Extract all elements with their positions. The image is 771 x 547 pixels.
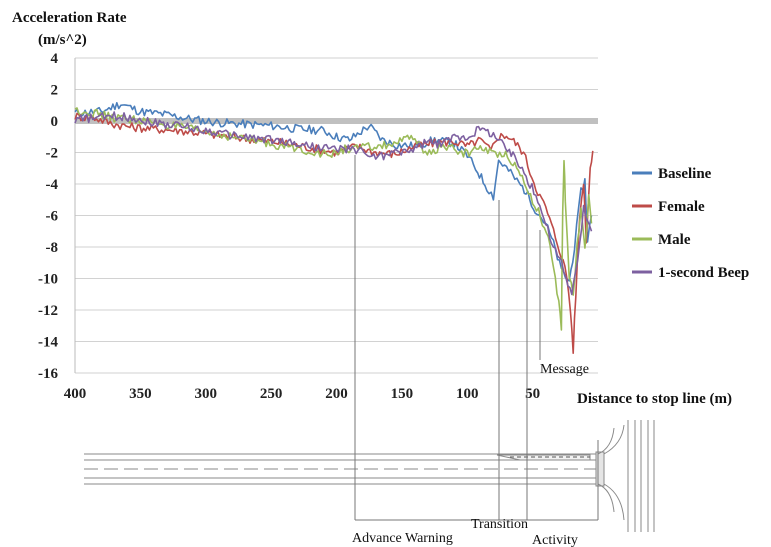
x-axis-title: Distance to stop line (m) [577,391,732,407]
y-axis-title-line1: Acceleration Rate [12,10,127,26]
legend-label: Male [658,232,691,248]
intersection-curb-left [597,427,615,513]
taper-area [496,454,591,461]
y-tick-label: -16 [38,366,58,382]
series-line-baseline [74,102,593,282]
activity-label: Activity [532,533,578,547]
y-tick-label: 4 [51,51,59,67]
y-axis-ticks: 4 2 0 -2 -4 -6 -8 -10 -12 -14 -16 [38,51,59,382]
y-tick-label: -12 [38,303,58,319]
series-line-1-second-beep [74,111,593,296]
x-axis-ticks: 400 350 300 250 200 150 100 50 [64,386,540,402]
y-tick-label: 0 [51,114,59,130]
x-tick-label: 150 [391,386,414,402]
stop-bar [595,451,605,487]
series-line-male [74,107,593,331]
series-lines [74,102,594,354]
y-tick-label: 2 [51,83,59,99]
gridlines [74,57,598,374]
road-diagram [84,420,655,532]
y-tick-label: -10 [38,272,58,288]
y-axis-title-line2: (m/s^2) [38,32,87,48]
legend-label: 1-second Beep [658,265,749,281]
legend-label: Female [658,199,705,215]
y-tick-label: -2 [46,146,59,162]
legend-label: Baseline [658,166,712,182]
zero-band [75,118,598,124]
zone-boundaries [354,155,599,521]
advance-warning-label: Advance Warning [352,531,453,546]
x-tick-label: 200 [325,386,348,402]
x-tick-label: 300 [195,386,218,402]
x-tick-label: 350 [129,386,152,402]
y-tick-label: -8 [46,240,59,256]
message-label: Message [540,362,589,377]
y-tick-label: -14 [38,335,58,351]
transition-label: Transition [471,517,528,532]
intersection-curb-right [603,424,625,521]
x-tick-label: 250 [260,386,283,402]
x-tick-label: 50 [525,386,540,402]
x-tick-label: 100 [456,386,479,402]
x-tick-label: 400 [64,386,87,402]
legend: Baseline Female Male 1-second Beep [632,166,749,281]
y-tick-label: -4 [46,177,59,193]
y-tick-label: -6 [46,209,59,225]
